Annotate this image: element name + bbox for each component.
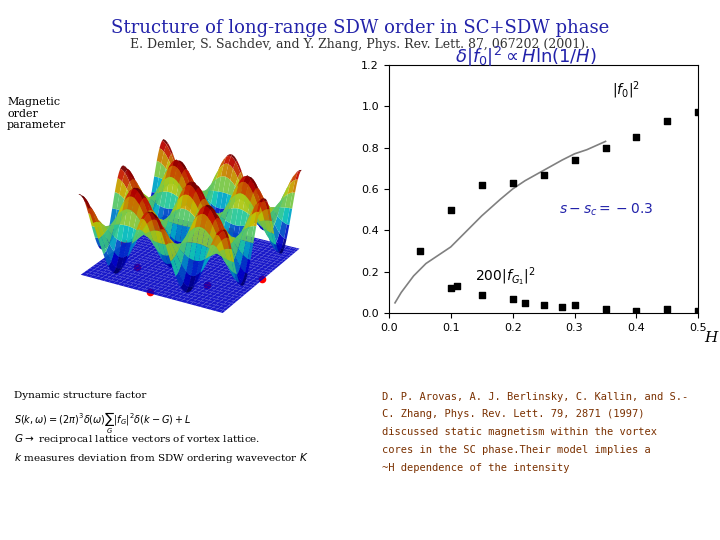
- Point: [600, 143, 611, 152]
- Point: [538, 170, 549, 179]
- Point: [693, 108, 704, 117]
- Text: $|f_0|^2$: $|f_0|^2$: [612, 79, 640, 101]
- Point: [476, 291, 487, 299]
- Point: [693, 307, 704, 315]
- Text: E. Demler, S. Sachdev, and Y. Zhang, Phys. Rev. Lett. 87, 067202 (2001).: E. Demler, S. Sachdev, and Y. Zhang, Phy…: [130, 38, 590, 51]
- Text: C. Zhang, Phys. Rev. Lett. 79, 2871 (1997): C. Zhang, Phys. Rev. Lett. 79, 2871 (199…: [382, 409, 644, 420]
- Text: $\delta|f_0|^2 \propto H\ln(1/H)$: $\delta|f_0|^2 \propto H\ln(1/H)$: [455, 45, 596, 69]
- Point: [507, 178, 518, 187]
- Point: [538, 301, 549, 309]
- Point: [569, 301, 580, 309]
- Point: [451, 282, 463, 291]
- Point: [414, 247, 426, 255]
- Text: cores in the SC phase.Their model implies a: cores in the SC phase.Their model implie…: [382, 445, 650, 455]
- Point: [662, 116, 673, 125]
- Point: [519, 299, 531, 307]
- Point: [569, 156, 580, 164]
- Text: discussed static magnetism within the vortex: discussed static magnetism within the vo…: [382, 427, 657, 437]
- Text: $G \rightarrow$ reciprocal lattice vectors of vortex lattice.: $G \rightarrow$ reciprocal lattice vecto…: [14, 432, 261, 446]
- Point: [507, 294, 518, 303]
- Point: [476, 180, 487, 189]
- Text: Structure of long-range SDW order in SC+SDW phase: Structure of long-range SDW order in SC+…: [111, 19, 609, 37]
- Point: [631, 133, 642, 141]
- Point: [662, 305, 673, 313]
- Text: $200|f_{G_1}|^2$: $200|f_{G_1}|^2$: [475, 265, 536, 288]
- Text: D. P. Arovas, A. J. Berlinsky, C. Kallin, and S.-: D. P. Arovas, A. J. Berlinsky, C. Kallin…: [382, 392, 688, 402]
- Text: ~H dependence of the intensity: ~H dependence of the intensity: [382, 463, 569, 473]
- Text: Dynamic structure factor: Dynamic structure factor: [14, 392, 147, 401]
- Point: [445, 284, 456, 293]
- Text: $s - s_c = -0.3$: $s - s_c = -0.3$: [559, 202, 653, 218]
- Text: H: H: [704, 330, 717, 345]
- Point: [600, 305, 611, 313]
- Point: [631, 307, 642, 315]
- Text: Magnetic
order
parameter: Magnetic order parameter: [7, 97, 66, 130]
- Point: [445, 205, 456, 214]
- Text: $S(k,\omega)=(2\pi)^3\delta(\omega)\sum_G|f_G|^2\delta(k-G)+L$: $S(k,\omega)=(2\pi)^3\delta(\omega)\sum_…: [14, 410, 192, 436]
- Text: $k$ measures deviation from SDW ordering wavevector $K$: $k$ measures deviation from SDW ordering…: [14, 451, 309, 465]
- Point: [557, 302, 568, 311]
